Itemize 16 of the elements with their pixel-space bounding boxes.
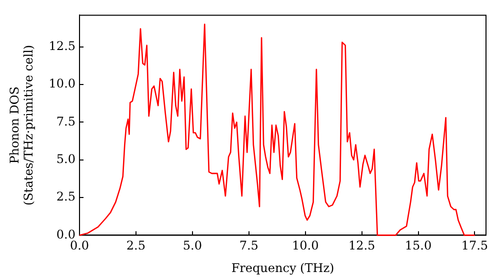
- y-tick-label: 0.0: [56, 227, 76, 242]
- x-tick-label: 2.5: [126, 238, 146, 253]
- x-tick-label: 7.5: [239, 238, 258, 253]
- x-tick-label: 15.0: [404, 238, 432, 253]
- x-tick-label: 17.5: [461, 238, 488, 253]
- y-tick-label: 2.5: [56, 190, 76, 204]
- x-tick-label: 10.0: [292, 238, 319, 253]
- x-axis-title: Frequency (THz): [231, 260, 334, 275]
- y-tick-label: 12.5: [48, 38, 76, 53]
- x-tick-label: 5.0: [182, 238, 202, 253]
- y-tick-label: 7.5: [56, 114, 76, 128]
- y-axis-title: Phonon DOS (States/THz·primitive cell): [7, 44, 36, 206]
- y-tick-label: 10.0: [48, 76, 76, 91]
- x-tick-label: 12.5: [348, 238, 376, 253]
- x-tick-label: 0.0: [70, 238, 90, 253]
- y-tick-label: 5.0: [56, 152, 76, 166]
